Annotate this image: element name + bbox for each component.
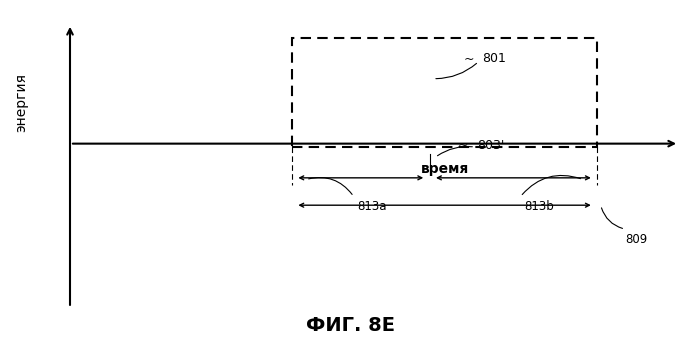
Text: ~: ~ — [458, 139, 468, 152]
Text: ~: ~ — [463, 53, 474, 66]
Text: 813b: 813b — [524, 200, 554, 213]
Text: время: время — [421, 162, 469, 176]
Text: ФИГ. 8Е: ФИГ. 8Е — [305, 316, 395, 335]
Text: 801: 801 — [482, 52, 506, 65]
Text: 813а: 813а — [357, 200, 387, 213]
Text: 809: 809 — [625, 233, 648, 246]
Text: энергия: энергия — [14, 73, 28, 132]
Text: 803': 803' — [477, 139, 505, 152]
